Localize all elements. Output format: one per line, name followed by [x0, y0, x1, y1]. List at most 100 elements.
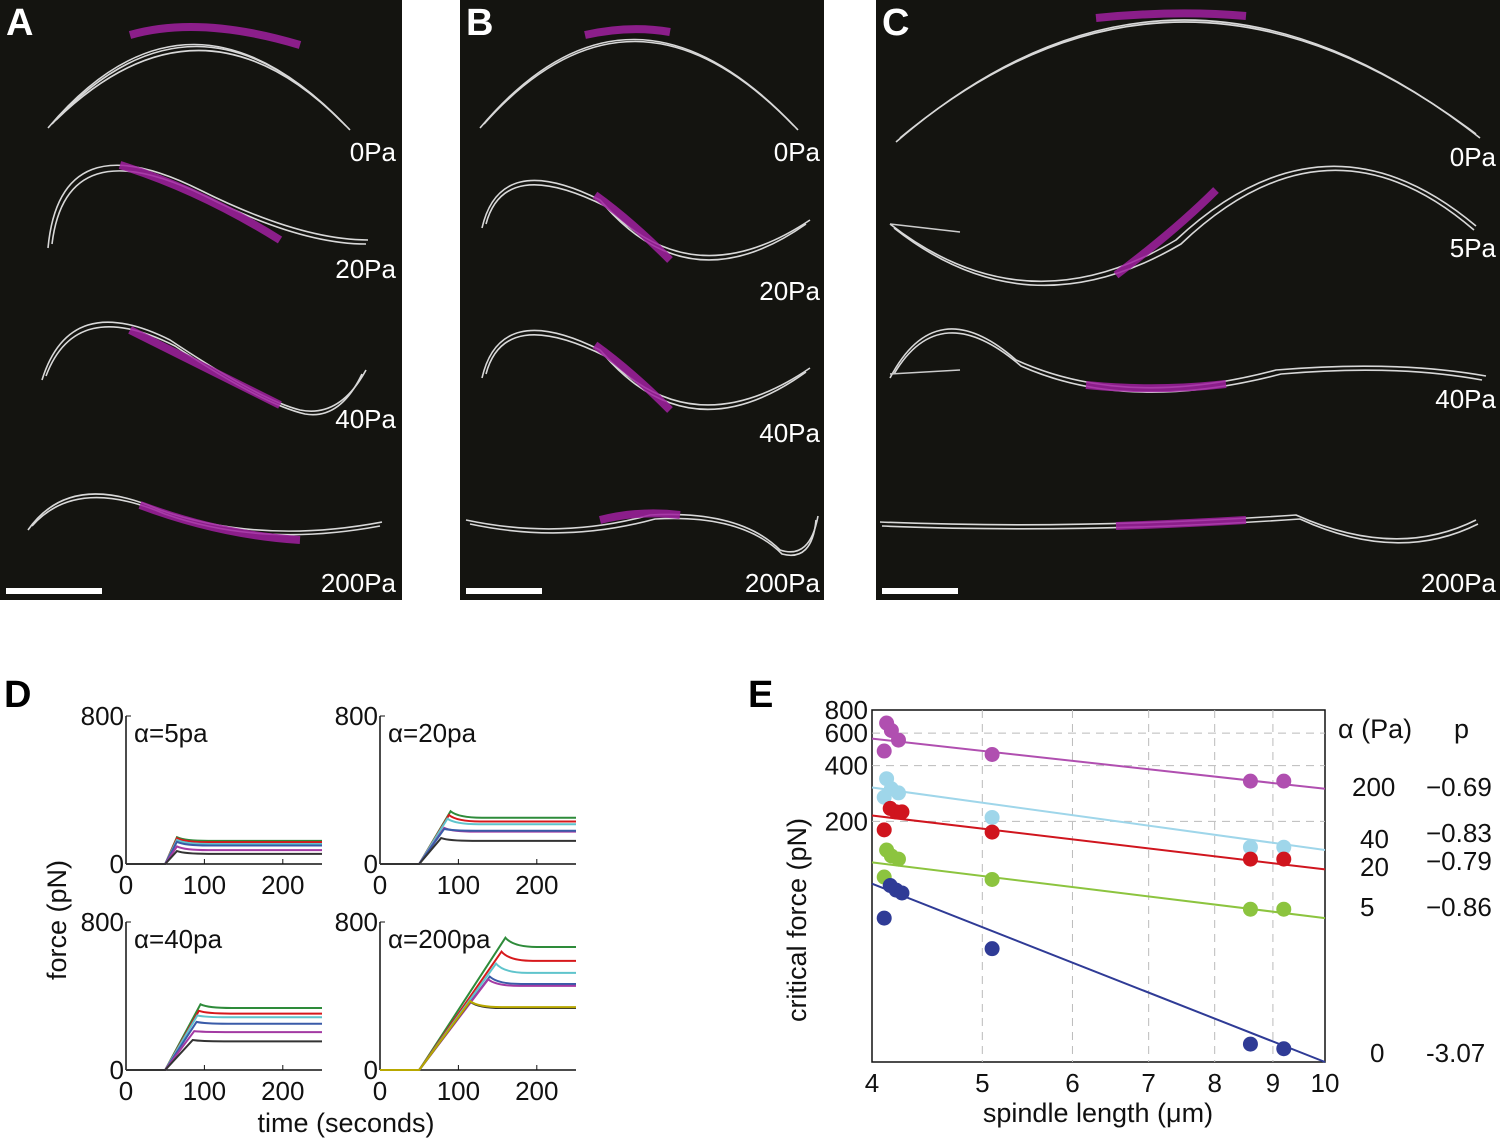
data-point-20 [984, 824, 1000, 840]
x-tick-label: 0 [119, 870, 133, 900]
pressure-label: 0Pa [773, 137, 820, 167]
y-tick-label: 400 [825, 751, 868, 781]
legend-p: −0.86 [1426, 892, 1492, 922]
panel-a: A 0Pa 20Pa 40Pa 200Pa [0, 0, 402, 600]
legend-p: −0.83 [1426, 818, 1492, 848]
data-point-200 [890, 732, 906, 748]
series-line-green [380, 809, 576, 865]
panel-e-label: E [748, 674, 774, 716]
panel-d-xlabel: time (seconds) [257, 1108, 434, 1138]
pressure-label: 40Pa [759, 418, 820, 448]
data-point-5 [1276, 901, 1292, 917]
panel-c: C 0Pa 5Pa 40Pa 200Pa [876, 0, 1500, 600]
series-line-cyan [126, 1014, 322, 1071]
legend-alpha: 5 [1360, 892, 1374, 922]
data-point-0 [1276, 1041, 1292, 1057]
pressure-label: 200Pa [744, 568, 820, 598]
data-point-0 [894, 885, 910, 901]
series-line-magenta [380, 977, 576, 1071]
series-line-blue [380, 827, 576, 865]
x-tick-label: 0 [373, 870, 387, 900]
panel-c-label: C [882, 2, 910, 44]
series-line-cyan [380, 817, 576, 865]
force-subplot: 0 800 0 100 200 α=200pa [335, 907, 576, 1106]
data-point-200 [1242, 773, 1258, 789]
y-tick-label: 800 [81, 701, 124, 731]
data-point-0 [1242, 1036, 1258, 1052]
y-tick-label: 0 [110, 1055, 124, 1085]
series-line-yellow [380, 999, 576, 1071]
panel-a-label: A [6, 2, 34, 44]
subplot-title: α=20pa [388, 718, 477, 748]
legend-p: −0.69 [1426, 772, 1492, 802]
panel-c-filaments [879, 9, 1487, 544]
pressure-label: 0Pa [349, 137, 396, 167]
scale-bar [882, 588, 958, 594]
legend-alpha: 200 [1352, 772, 1395, 802]
data-point-40 [1276, 839, 1292, 855]
y-tick-label: 0 [364, 1055, 378, 1085]
x-tick-label: 200 [261, 870, 304, 900]
data-point-200 [876, 743, 892, 759]
legend-p: −0.79 [1426, 846, 1492, 876]
data-point-20 [1242, 851, 1258, 867]
panel-d-ylabel: force (pN) [42, 860, 72, 980]
x-tick-label: 9 [1266, 1068, 1280, 1098]
panel-a-filaments [27, 23, 383, 544]
data-point-40 [984, 809, 1000, 825]
y-tick-label: 800 [335, 907, 378, 937]
subplot-title: α=200pa [388, 924, 491, 954]
x-tick-label: 7 [1141, 1068, 1155, 1098]
x-tick-label: 6 [1065, 1068, 1079, 1098]
x-tick-label: 200 [515, 1076, 558, 1106]
series-line-blue [126, 1020, 322, 1071]
y-tick-label: 0 [110, 849, 124, 879]
force-subplot: 0 800 0 100 200 α=5pa [81, 701, 322, 900]
y-tick-label: 200 [825, 806, 868, 836]
data-point-40 [1242, 839, 1258, 855]
fit-line-40 [871, 786, 1326, 852]
series-line-blue [380, 975, 576, 1071]
x-tick-label: 100 [183, 870, 226, 900]
x-tick-label: 100 [437, 870, 480, 900]
series-line-black [380, 836, 576, 865]
series-line-magenta [380, 826, 576, 865]
x-tick-label: 0 [119, 1076, 133, 1106]
panel-e-chart: critical force (pN) spindle length (μm) … [782, 695, 1492, 1128]
plot-frame [871, 709, 1326, 1063]
x-tick-label: 8 [1207, 1068, 1221, 1098]
data-point-200 [1276, 773, 1292, 789]
scale-bar [466, 588, 542, 594]
panel-e-xlabel: spindle length (μm) [983, 1098, 1213, 1128]
series-line-cyan [126, 838, 322, 865]
series-line-cyan [380, 962, 576, 1071]
data-point-20 [894, 804, 910, 820]
pressure-label: 40Pa [335, 404, 396, 434]
x-tick-label: 100 [437, 1076, 480, 1106]
legend-p: -3.07 [1426, 1038, 1485, 1068]
series-line-red [380, 813, 576, 865]
legend-header-alpha: α (Pa) [1338, 714, 1412, 744]
pressure-label: 200Pa [1420, 568, 1496, 598]
legend-alpha: 40 [1360, 824, 1389, 854]
pressure-label: 5Pa [1449, 233, 1496, 263]
legend-alpha: 20 [1360, 852, 1389, 882]
data-point-20 [1276, 851, 1292, 867]
panel-b-filaments [465, 25, 819, 556]
panel-e-ylabel: critical force (pN) [782, 818, 812, 1022]
y-tick-label: 600 [825, 718, 868, 748]
series-line-black [380, 1000, 576, 1071]
pressure-label: 200Pa [320, 568, 396, 598]
series-line-green [126, 1003, 322, 1071]
series-line-blue [126, 840, 322, 865]
legend-alpha: 0 [1370, 1038, 1384, 1068]
pressure-label: 20Pa [335, 254, 396, 284]
x-tick-label: 200 [515, 870, 558, 900]
data-point-200 [984, 746, 1000, 762]
data-point-20 [876, 822, 892, 838]
x-tick-label: 10 [1311, 1068, 1340, 1098]
x-tick-label: 5 [975, 1068, 989, 1098]
panel-b: B 0Pa 20Pa 40Pa 200Pa [460, 0, 824, 600]
scale-bar [6, 588, 102, 594]
panel-d-label: D [4, 674, 32, 716]
